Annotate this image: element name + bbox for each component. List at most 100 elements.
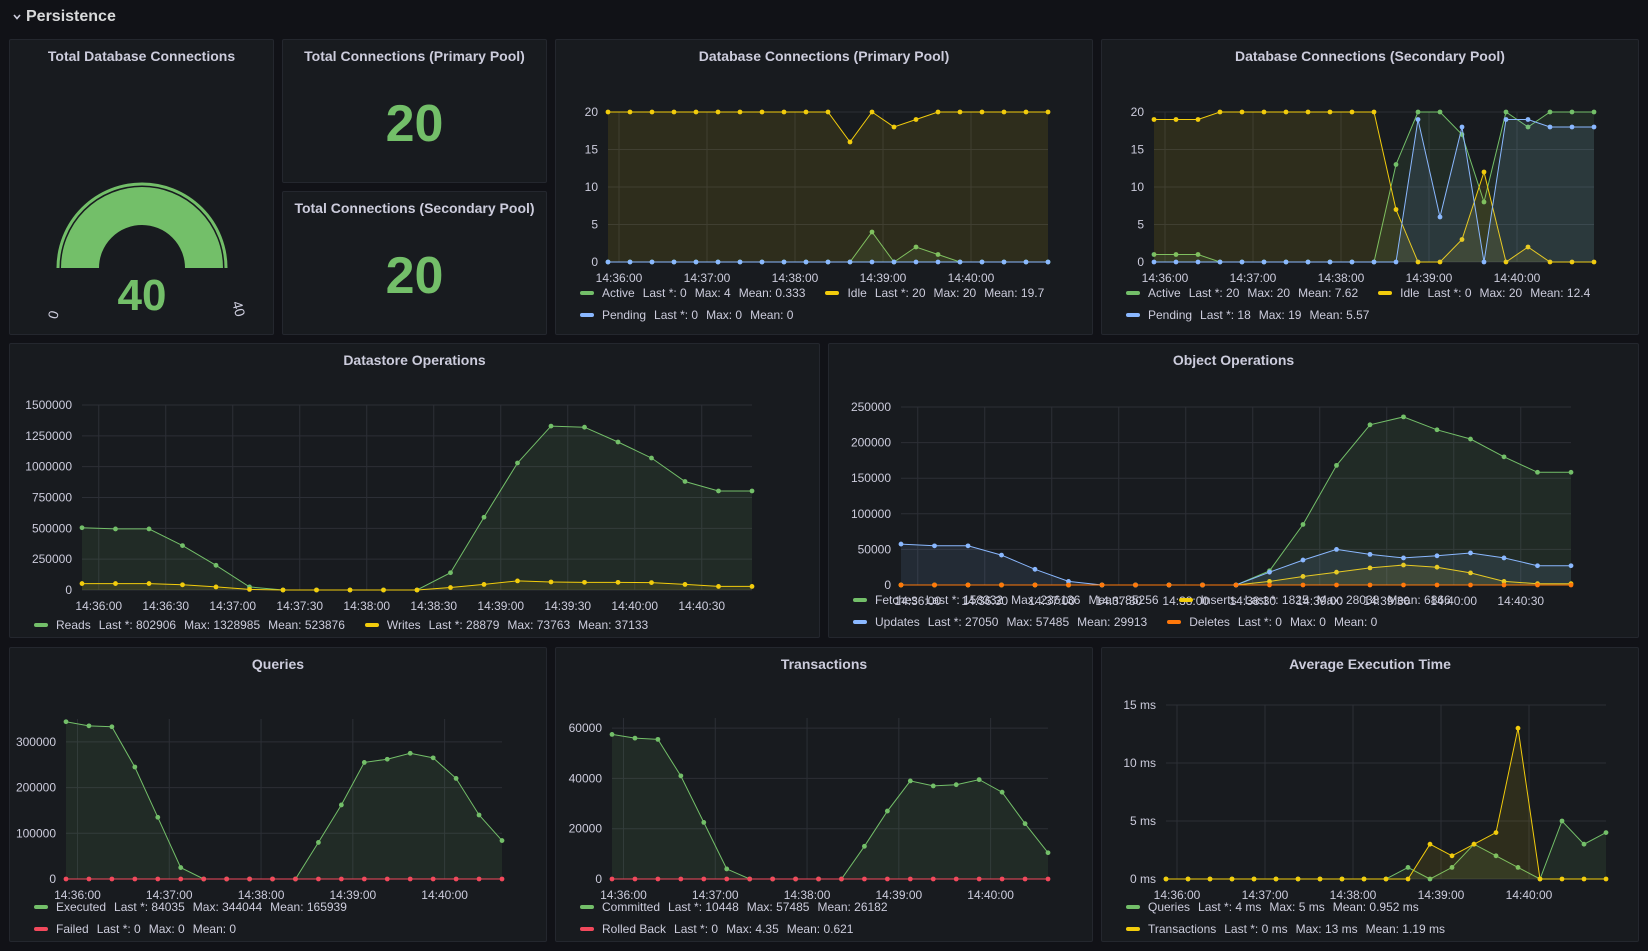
data-point-failed	[63, 876, 69, 882]
panel-db-connections-primary[interactable]: Database Connections (Primary Pool) 0 5 10 1…	[555, 39, 1093, 335]
data-point-queries	[1405, 865, 1411, 870]
legend-item-deletes[interactable]: Deletes Last *: 0 Max: 0 Mean: 0	[1167, 614, 1385, 630]
row-title: Persistence	[26, 8, 116, 25]
legend-item-pending[interactable]: Pending Last *: 0 Max: 0 Mean: 0	[580, 307, 801, 323]
data-point-pending	[759, 259, 765, 265]
y-tick-label: 60000	[569, 721, 603, 735]
legend-stat: Last *: 0	[642, 286, 687, 300]
legend-item-committed[interactable]: Committed Last *: 10448 Max: 57485 Mean: 26…	[580, 899, 896, 915]
legend-item-reads[interactable]: Reads Last *: 802906 Max: 1328985 Mean: 523…	[34, 617, 353, 633]
data-point-idle	[825, 109, 831, 115]
data-point-fetches	[1568, 469, 1574, 475]
legend-stat: Mean: 1.19 ms	[1365, 922, 1445, 936]
data-point-pending	[1239, 259, 1245, 265]
x-tick-label: 14:36:00	[75, 599, 122, 613]
panel-total-database-connections[interactable]: Total Database Connections 40 0 40	[9, 39, 274, 335]
legend-stat: Max: 344044	[192, 900, 263, 914]
series-area-executed	[66, 721, 502, 879]
data-point-executed	[63, 719, 69, 725]
legend-series-name: Queries	[1148, 900, 1191, 914]
data-point-idle	[1195, 117, 1201, 122]
data-point-executed	[132, 764, 138, 770]
data-point-deletes	[1501, 582, 1507, 588]
legend-stat: Max: 236136	[1011, 593, 1081, 607]
data-point-failed	[224, 876, 230, 882]
legend-item-pending[interactable]: Pending Last *: 18 Max: 19 Mean: 5.57	[1126, 307, 1377, 323]
legend-stat: Last *: 20	[1188, 286, 1240, 300]
data-point-committed	[862, 843, 867, 849]
legend-stat: Max: 73763	[507, 618, 571, 632]
x-tick-label: 14:40:00	[611, 599, 658, 613]
data-point-idle	[869, 109, 875, 115]
data-point-updates	[1367, 551, 1373, 557]
legend-item-inserts[interactable]: Inserts Last *: 1825 Max: 28038 Mean: 6866	[1178, 592, 1459, 608]
data-point-idle	[649, 109, 655, 115]
y-tick-label: 200000	[851, 436, 891, 450]
y-tick-label: 0	[884, 578, 891, 592]
legend-item-active[interactable]: Active Last *: 20 Max: 20 Mean: 7.62	[1126, 285, 1366, 301]
data-point-updates	[1334, 547, 1339, 552]
data-point-idle	[1437, 259, 1443, 265]
legend-stat: Last *: 0	[1427, 286, 1472, 300]
data-point-rolled-back	[816, 876, 821, 882]
legend-item-fetches[interactable]: Fetches Last *: 158332 Max: 236136 Mean: 85…	[853, 592, 1167, 608]
legend-item-updates[interactable]: Updates Last *: 27050 Max: 57485 Mean: 2991…	[853, 614, 1155, 630]
data-point-writes	[280, 587, 286, 593]
y-tick-label: 100000	[851, 507, 891, 521]
legend-item-active[interactable]: Active Last *: 0 Max: 4 Mean: 0.333	[580, 285, 813, 301]
legend-stat: Max: 0	[1289, 615, 1326, 629]
panel-object-operations[interactable]: Object Operations 0 50000 100000 150000 20000…	[828, 343, 1639, 638]
series-area-active	[1154, 112, 1594, 262]
data-point-transactions	[1603, 876, 1609, 882]
panel-average-execution-time[interactable]: Average Execution Time 0 ms 5 ms 10 ms 15 ms…	[1101, 647, 1639, 942]
legend-series-name: Updates	[875, 615, 920, 629]
row-header-persistence[interactable]: Persistence	[12, 6, 116, 28]
data-point-idle	[1371, 109, 1377, 115]
series-area-fetches	[901, 416, 1571, 585]
legend-item-writes[interactable]: Writes Last *: 28879 Max: 73763 Mean: 37133	[364, 617, 656, 633]
data-point-pending	[891, 259, 897, 265]
panel-queries[interactable]: Queries 0 100000 200000 300000 14:36:00 14:37:…	[9, 647, 547, 942]
legend-item-executed[interactable]: Executed Last *: 84035 Max: 344044 Mean: 16…	[34, 899, 355, 915]
x-tick-label: 14:40:00	[1430, 594, 1477, 608]
legend-item-queries[interactable]: Queries Last *: 4 ms Max: 5 ms Mean: 0.952 …	[1126, 899, 1427, 915]
legend-stat: Last *: 1825	[1244, 593, 1309, 607]
data-point-updates	[1267, 569, 1272, 575]
legend: Queries Last *: 4 ms Max: 5 ms Mean: 0.952 …	[1126, 899, 1626, 937]
panel-transactions[interactable]: Transactions 0 20000 40000 60000 14:36:00 14:3…	[555, 647, 1093, 942]
data-point-failed	[384, 876, 390, 882]
data-point-transactions	[1515, 725, 1521, 731]
data-point-failed	[178, 876, 184, 882]
data-point-reads	[615, 439, 621, 445]
x-tick-label: 14:37:00	[684, 271, 731, 285]
series-area-queries	[1166, 821, 1606, 879]
data-point-deletes	[1468, 582, 1473, 588]
panel-db-connections-secondary[interactable]: Database Connections (Secondary Pool) 0 5 1…	[1101, 39, 1639, 335]
legend-series-name: Rolled Back	[602, 922, 667, 936]
x-tick-label: 14:37:00	[692, 888, 739, 902]
gauge-threshold-arc	[56, 182, 228, 269]
legend-item-rolled-back[interactable]: Rolled Back Last *: 0 Max: 4.35 Mean: 0.621	[580, 921, 861, 937]
y-tick-label: 100000	[16, 826, 56, 840]
data-point-idle	[1327, 109, 1333, 115]
data-point-idle	[1481, 169, 1487, 175]
x-tick-label: 14:37:00	[209, 599, 256, 613]
data-point-pending	[1217, 259, 1223, 265]
legend-item-transactions[interactable]: Transactions Last *: 0 ms Max: 13 ms Mean: …	[1126, 921, 1453, 937]
data-point-pending	[627, 259, 633, 265]
data-point-transactions	[1493, 830, 1499, 835]
data-point-reads	[548, 423, 554, 429]
legend-item-idle[interactable]: Idle Last *: 0 Max: 20 Mean: 12.4	[1378, 285, 1598, 301]
data-point-rolled-back	[678, 876, 684, 882]
data-point-deletes	[1166, 582, 1172, 588]
panel-title: Average Execution Time	[1289, 656, 1451, 672]
panel-datastore-operations[interactable]: Datastore Operations 0 250000 500000 750000 1…	[9, 343, 820, 638]
data-point-writes	[79, 581, 85, 586]
panel-total-connections-primary[interactable]: Total Connections (Primary Pool) 20	[282, 39, 547, 183]
legend: Active Last *: 0 Max: 4 Mean: 0.333 Idle Last…	[580, 285, 1080, 323]
panel-total-connections-secondary[interactable]: Total Connections (Secondary Pool) 20	[282, 191, 547, 335]
legend-item-failed[interactable]: Failed Last *: 0 Max: 0 Mean: 0	[34, 921, 244, 937]
legend-stat: Last *: 0	[654, 308, 699, 322]
legend-item-idle[interactable]: Idle Last *: 20 Max: 20 Mean: 19.7	[825, 285, 1052, 301]
data-point-transactions	[1185, 876, 1191, 882]
